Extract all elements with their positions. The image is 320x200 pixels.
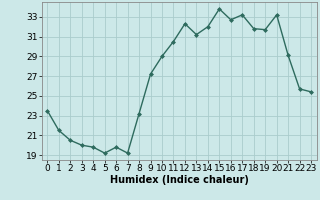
X-axis label: Humidex (Indice chaleur): Humidex (Indice chaleur) (110, 175, 249, 185)
